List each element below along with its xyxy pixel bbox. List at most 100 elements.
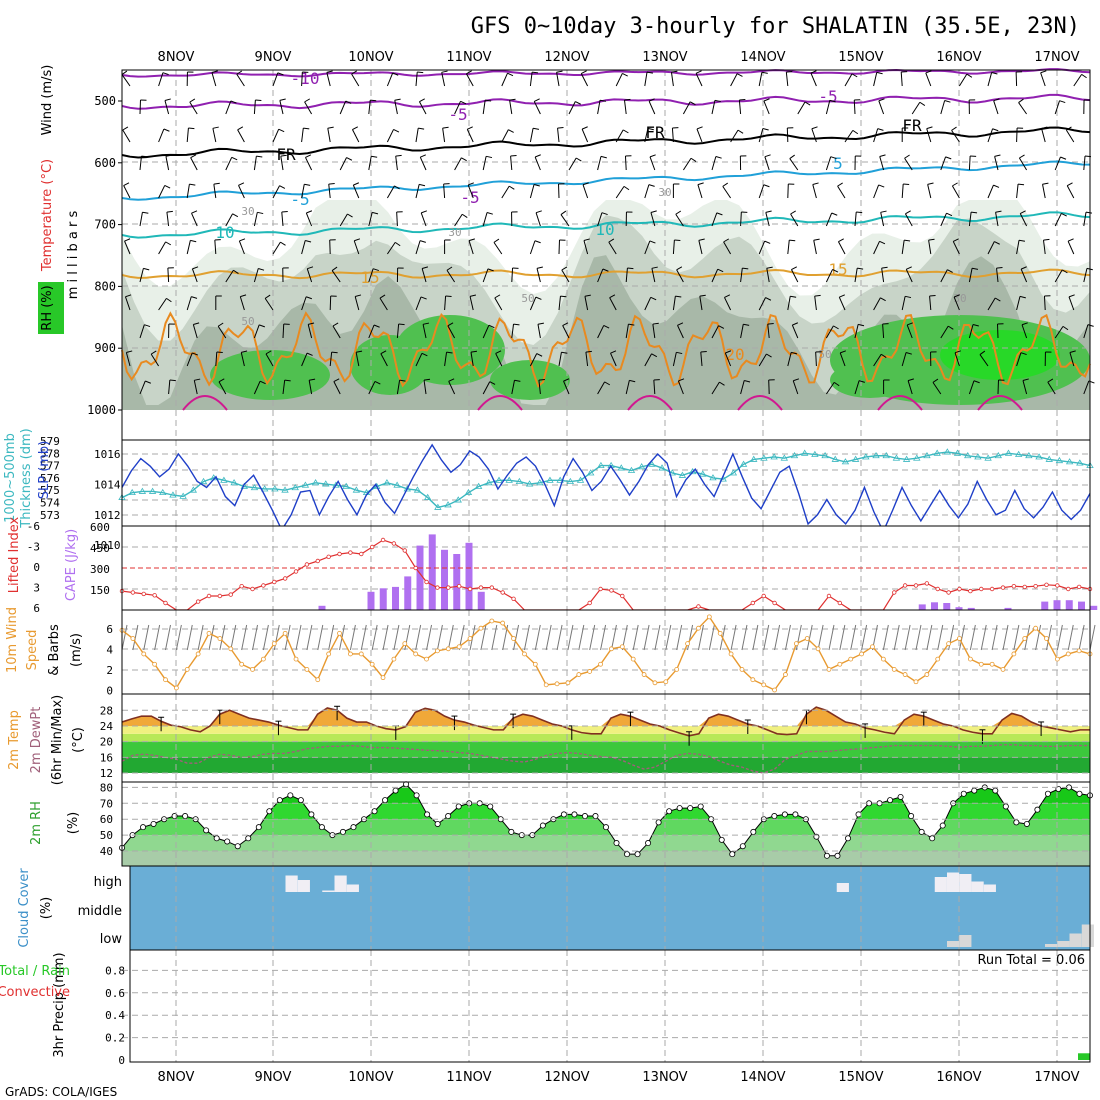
wind-barb — [789, 158, 799, 171]
wind-barb — [879, 156, 885, 171]
thickness-point — [882, 451, 890, 459]
thickness-point — [729, 469, 738, 476]
contour-label: FR — [902, 116, 922, 135]
lifted-index-point — [946, 590, 951, 595]
wind-barb-flag — [556, 70, 563, 73]
wind10-point — [445, 646, 451, 652]
wind-barb-flag — [193, 322, 200, 326]
wind10-point — [304, 667, 310, 672]
wind-barb — [940, 269, 948, 283]
wind-barb — [225, 100, 232, 115]
wind-barb-flag — [811, 126, 818, 130]
wind-barb — [192, 324, 198, 339]
wind10-barb — [861, 624, 868, 651]
wind-barb — [682, 101, 691, 115]
wind-barb — [697, 184, 703, 199]
wind-barb-flag — [695, 70, 702, 74]
wind-barb-flag — [814, 294, 821, 297]
wind-barb-flag — [761, 71, 768, 74]
lifted-index-point — [250, 586, 255, 592]
wind-barb-flag — [265, 350, 272, 355]
lifted-index-point — [130, 590, 136, 595]
wind10-barb — [969, 624, 976, 651]
wind-barb-flag — [561, 351, 568, 354]
wind-barb — [279, 100, 284, 115]
wind-barb — [482, 100, 486, 115]
wind-barb — [510, 156, 513, 171]
wind-barb — [212, 128, 217, 143]
lifted-index-point — [750, 600, 756, 606]
wind-barb — [951, 130, 960, 143]
wind-barb — [421, 268, 427, 283]
lifted-index-point — [968, 588, 973, 594]
wind-barb — [121, 74, 131, 87]
wind-barb-flag — [305, 239, 312, 243]
wind-barb — [958, 73, 968, 87]
wind10-barb — [676, 624, 683, 651]
rh-point — [434, 820, 441, 827]
contour-label: 30 — [953, 292, 966, 305]
wind-barb-flag — [881, 266, 888, 269]
cape-bar — [404, 576, 412, 610]
wind-barb-flag — [191, 210, 198, 214]
wind10-barb — [447, 624, 454, 651]
lifted-index-point — [1044, 582, 1049, 587]
wind-barb-flag — [331, 351, 338, 354]
wind-barb-flag — [1041, 126, 1048, 129]
contour-label: FR — [645, 123, 665, 142]
wind10-barb — [436, 624, 443, 651]
lifted-tick-label: 0 — [33, 561, 40, 574]
pressure-tick-label: 500 — [94, 94, 116, 108]
wind-barb-flag — [829, 99, 836, 103]
wind10-point — [609, 646, 614, 652]
rh-point — [308, 811, 315, 818]
wind10-barb — [741, 624, 748, 651]
wind-barb — [940, 213, 947, 227]
wind-barb — [597, 381, 606, 395]
wind-barb — [332, 325, 341, 339]
wind-barb — [907, 380, 913, 395]
wind-barb — [240, 352, 245, 367]
cape-bar — [318, 605, 326, 610]
wind-barb — [994, 156, 999, 171]
wind-barb — [580, 73, 589, 87]
wind-barb — [443, 183, 446, 199]
wind10-barb — [132, 624, 139, 651]
wind-barb — [968, 268, 973, 283]
wind-barb — [812, 184, 817, 199]
thickness-point — [800, 449, 809, 456]
wind-barb — [167, 267, 170, 283]
thickness-point — [862, 453, 870, 460]
wind-barb-flag — [166, 297, 172, 303]
wind-barb-flag — [332, 322, 339, 327]
wind-barb-flag — [280, 241, 286, 246]
lifted-index-point — [696, 604, 701, 609]
wind10-point — [902, 672, 908, 677]
wind-barb — [926, 128, 932, 143]
wind10-barb — [328, 624, 335, 651]
wind-barb — [1022, 380, 1028, 395]
wind-barb — [301, 71, 303, 87]
thickness-point — [454, 496, 462, 503]
wind-barb-flag — [421, 352, 428, 357]
cloud-high-bar — [334, 875, 347, 892]
wind10-point — [946, 641, 952, 647]
wind-tick-label: 4 — [106, 644, 113, 657]
wind-barb-flag — [840, 350, 847, 354]
wind-barb-flag — [736, 73, 743, 77]
wind-barb-flag — [786, 70, 793, 73]
wind10-point — [489, 618, 495, 624]
wind-barb-flag — [991, 71, 998, 75]
thickness-point — [128, 488, 136, 496]
label-slp: SLP (mb) — [37, 441, 52, 500]
rh-point — [571, 811, 578, 818]
wind-barb-flag — [604, 381, 611, 386]
wind-barb-flag — [929, 295, 936, 297]
wind-barb-flag — [351, 70, 357, 75]
wind10-point — [891, 667, 897, 672]
cloud-high-bar — [285, 875, 298, 892]
wind-barb-flag — [1047, 378, 1054, 383]
lifted-index-point — [935, 586, 940, 592]
wind-barb — [873, 72, 878, 87]
